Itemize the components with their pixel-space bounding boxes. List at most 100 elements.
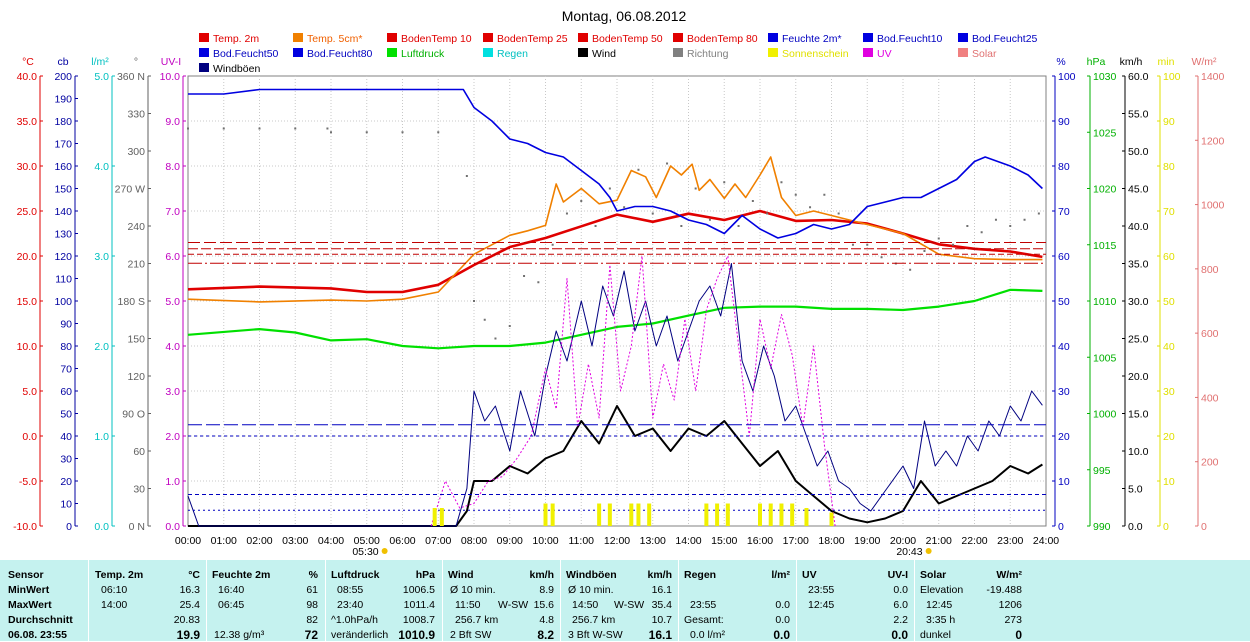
direction-point — [952, 243, 955, 246]
x-tick-label: 04:00 — [318, 535, 344, 547]
header-uv-unit: UV-I — [887, 569, 908, 581]
x-tick-label: 23:00 — [997, 535, 1023, 547]
axis-tick-label: 130 — [54, 229, 72, 241]
axis-tick-label: -10.0 — [13, 521, 37, 533]
wind-max-time: 11:50 — [455, 599, 481, 611]
axis-tick-label: 0.0 — [165, 521, 180, 533]
direction-point — [980, 231, 983, 234]
press-forecast: veränderlich — [331, 629, 389, 641]
header-gust-unit: km/h — [647, 569, 672, 581]
legend-swatch — [578, 48, 588, 57]
solar-state: dunkel — [920, 629, 951, 641]
axis-tick-label: 0 N — [129, 521, 145, 533]
axis-tick-label: 100 — [1058, 71, 1076, 83]
rain-total-label: Gesamt: — [684, 614, 724, 626]
axis-tick-label: 15.0 — [1128, 409, 1149, 421]
axis-tick-label: 140 — [54, 206, 72, 218]
rain-max: 0.0 — [775, 599, 790, 611]
sunshine-bar — [550, 503, 555, 526]
axis-unit-label: ° — [134, 56, 138, 68]
axis-tick-label: 0.0 — [1128, 521, 1143, 533]
axis-tick-label: 50 — [1058, 296, 1070, 308]
press-avg: 1008.7 — [402, 614, 435, 626]
axis-tick-label: 20 — [60, 476, 72, 488]
gust-max: 35.4 — [651, 599, 672, 611]
direction-point — [608, 187, 611, 190]
direction-point — [565, 212, 568, 215]
press-last: 1010.9 — [398, 628, 435, 642]
hum-last-extra: 12.38 g/m³ — [214, 629, 265, 641]
direction-point — [187, 127, 189, 130]
header-uv: UV — [802, 569, 817, 581]
header-gust: Windböen — [566, 569, 617, 581]
axis-tick-label: 60 — [60, 386, 72, 398]
axis-tick-label: 200 — [54, 71, 72, 83]
axis-tick-label: 60.0 — [1128, 71, 1149, 83]
legend-label: BodenTemp 50 — [592, 33, 663, 45]
axis-tick-label: -5.0 — [19, 476, 37, 488]
series-temp-5cm — [187, 156, 1043, 303]
axis-tick-label: 990 — [1093, 521, 1111, 533]
summary-table: Sensor Temp. 2m °C Feuchte 2m % Luftdruc… — [0, 560, 1250, 642]
axis-tick-label: 50 — [1163, 296, 1175, 308]
row-label-last: 06.08. 23:55 — [8, 629, 67, 641]
direction-point — [483, 318, 486, 321]
axis-tick-label: 90 O — [122, 409, 145, 421]
axis-tick-label: 35.0 — [1128, 259, 1149, 271]
axis-tick-label: 9.0 — [165, 116, 180, 128]
direction-point — [330, 131, 332, 134]
header-press-unit: hPa — [415, 569, 435, 581]
x-tick-label: 24:00 — [1033, 535, 1059, 547]
legend-label: Windböen — [213, 63, 260, 75]
sunshine-bar — [790, 503, 795, 526]
legend-swatch — [768, 33, 778, 42]
temp-last: 19.9 — [176, 628, 200, 642]
wind-last: 8.2 — [537, 628, 554, 642]
axis-tick-label: 60 — [1163, 251, 1175, 263]
sunrise-label: 05:30 — [352, 546, 378, 558]
press-trend: ^1.0hPa/h — [331, 614, 378, 626]
direction-point — [551, 243, 554, 246]
axis-tick-label: 40 — [60, 431, 72, 443]
wind-max: 15.6 — [533, 599, 554, 611]
legend-label: Bod.Feucht25 — [972, 33, 1038, 45]
legend-swatch — [387, 48, 397, 57]
axis-tick-label: 1.0 — [94, 431, 109, 443]
direction-point — [401, 131, 404, 134]
axis-tick-label: 3.0 — [94, 251, 109, 263]
axis-tick-label: 0 — [1201, 521, 1207, 533]
x-tick-label: 05:00 — [354, 535, 380, 547]
direction-point — [494, 337, 497, 340]
rain-max-time: 23:55 — [690, 599, 717, 611]
direction-point — [666, 162, 669, 165]
x-tick-label: 00:00 — [175, 535, 201, 547]
axis-tick-label: 270 W — [115, 184, 145, 196]
sunshine-bar — [758, 503, 762, 526]
axis-unit-label: cb — [57, 56, 68, 68]
axis-tick-label: 70 — [1058, 206, 1070, 218]
x-tick-label: 11:00 — [569, 535, 595, 547]
direction-point — [809, 206, 812, 209]
direction-point — [880, 256, 883, 259]
temp-avg: 20.83 — [173, 614, 200, 626]
axis-tick-label: 60 — [133, 446, 145, 458]
direction-point — [637, 168, 640, 171]
sunshine-bar — [432, 508, 437, 526]
axis-tick-label: 1030 — [1093, 71, 1117, 83]
axis-tick-label: 25.0 — [17, 206, 38, 218]
legend-label: BodenTemp 10 — [401, 33, 472, 45]
solar-sunshine: 3:35 h — [926, 614, 956, 626]
sunshine-bar — [543, 503, 548, 526]
direction-point — [909, 268, 912, 271]
series-luftdruck — [187, 288, 1043, 350]
axis-tick-label: 40.0 — [17, 71, 38, 83]
solar-elevation: -19.488 — [986, 584, 1022, 596]
temp-max: 25.4 — [179, 599, 200, 611]
legend-swatch — [958, 48, 968, 57]
axis-unit-label: UV-I — [161, 56, 181, 68]
axis-unit-label: l/m² — [91, 56, 109, 68]
axis-tick-label: 50 — [60, 409, 72, 421]
axis-tick-label: 995 — [1093, 465, 1111, 477]
x-tick-label: 22:00 — [961, 535, 987, 547]
axis-tick-label: 80 — [1058, 161, 1070, 173]
